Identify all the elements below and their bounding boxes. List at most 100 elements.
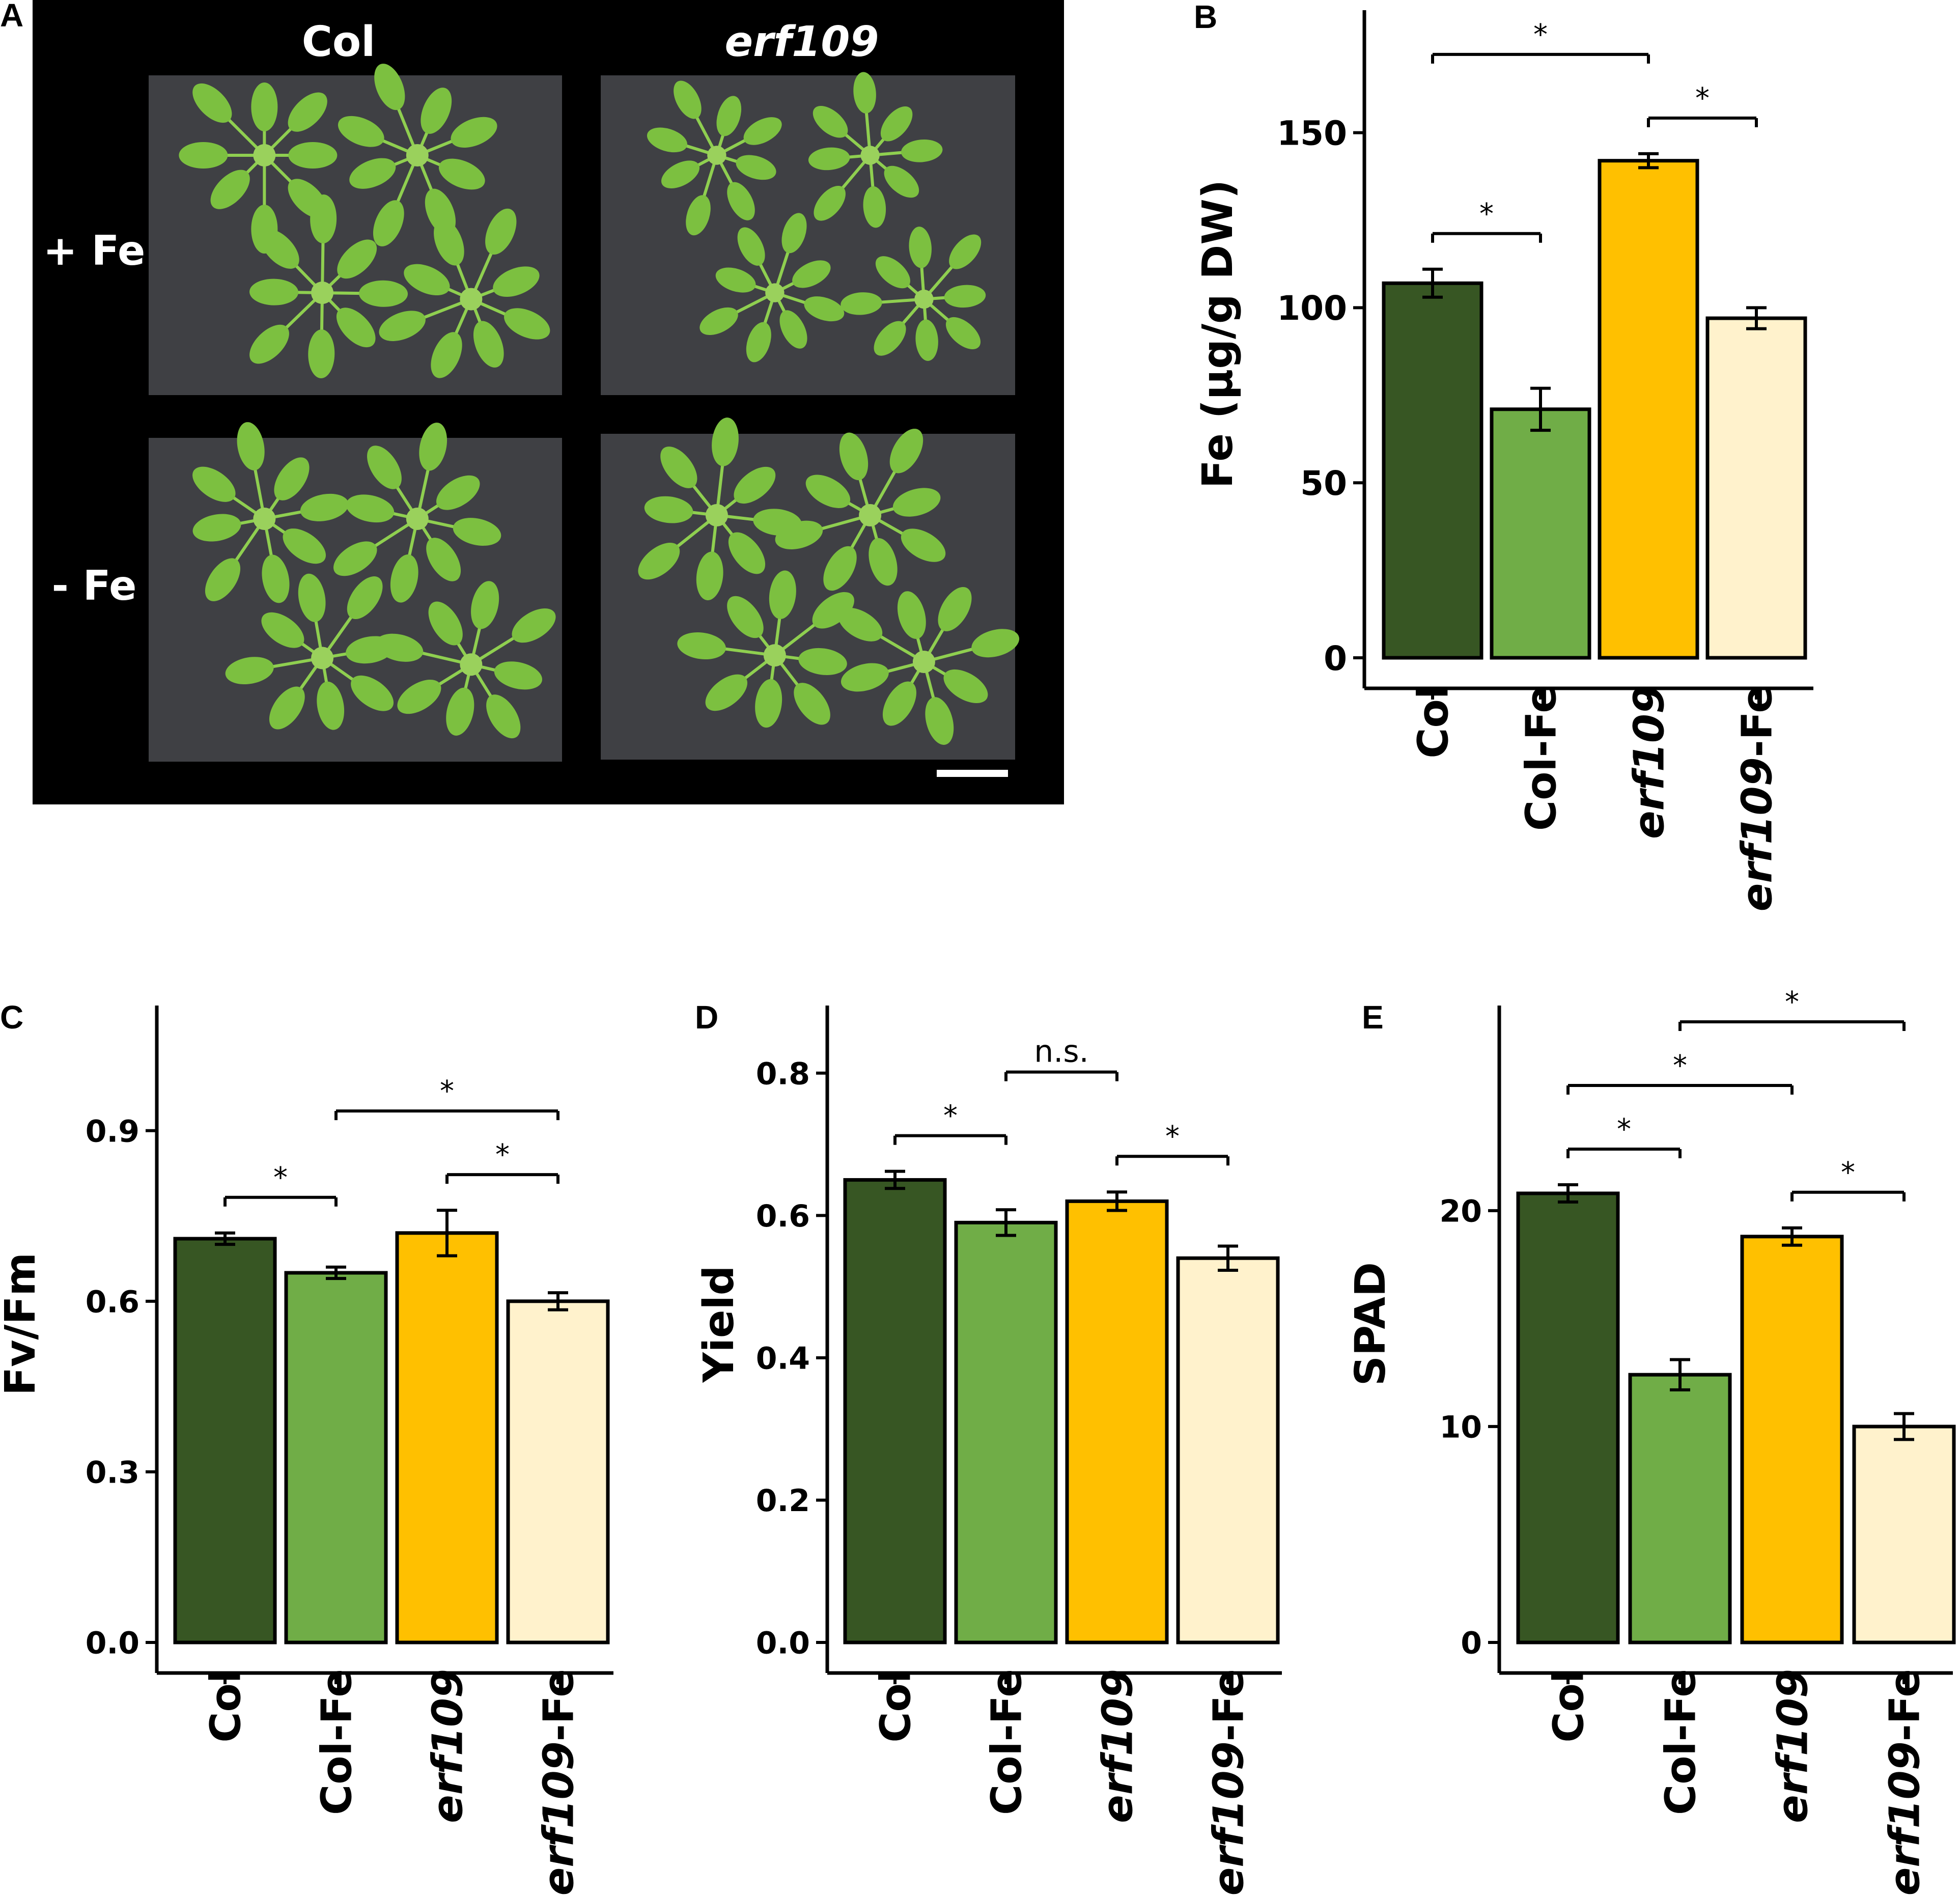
leaf — [779, 310, 807, 349]
significance-bracket: * — [1566, 1049, 1794, 1095]
leaf — [485, 208, 517, 255]
significance-label: * — [1695, 82, 1710, 115]
plant-rosette — [179, 82, 338, 254]
leaf — [434, 219, 464, 266]
leaf — [901, 140, 943, 162]
x-tick-label-italic: erf109 — [1769, 1669, 1817, 1823]
y-axis-label: Fv/Fm — [0, 1252, 45, 1396]
plant-rosette — [192, 422, 349, 603]
x-tick-label: erf109-Fe — [1205, 1669, 1253, 1895]
leaf — [696, 551, 723, 600]
plant-rosette — [379, 208, 550, 378]
bar-col-fe — [1490, 407, 1591, 660]
x-tick-label: erf109-Fe — [1733, 685, 1782, 911]
plant-rosette — [677, 570, 854, 728]
x-tick-label: erf109 — [1769, 1669, 1817, 1823]
plant-rosette — [841, 227, 986, 361]
leaf — [308, 329, 335, 379]
error-bar — [1746, 306, 1767, 330]
leaf — [367, 445, 402, 489]
leaf — [869, 538, 898, 586]
y-tick-label: 0.6 — [756, 1198, 810, 1234]
leaf — [249, 324, 289, 364]
significance-label: * — [1479, 198, 1494, 231]
leaf — [179, 142, 228, 169]
leaf — [249, 278, 299, 305]
bar-erf109-fe — [1852, 1425, 1956, 1644]
leaf — [310, 194, 337, 244]
leaf — [404, 264, 450, 295]
x-tick-label: Col-Fe — [1518, 685, 1566, 831]
rosette-center — [765, 283, 785, 302]
error-bar — [885, 1169, 905, 1190]
leaf — [660, 447, 697, 488]
significance-label: * — [1165, 1120, 1180, 1153]
rosette-center — [705, 504, 728, 526]
leaf — [379, 311, 426, 341]
plant-rosette — [838, 587, 1020, 745]
photo-panel: A Col erf109 + Fe - Fe — [0, 0, 1064, 804]
plant-tray — [601, 75, 1015, 395]
rosette-center — [406, 508, 429, 530]
x-tick-label: erf109-Fe — [1881, 1669, 1929, 1895]
leaf — [897, 591, 926, 639]
y-tick-label: 0.9 — [86, 1113, 139, 1149]
x-tick-label: erf109-Fe — [535, 1669, 583, 1895]
bar-col-fe — [284, 1271, 388, 1644]
leaf — [674, 80, 702, 119]
significance-label: * — [943, 1100, 958, 1133]
x-tick-label-italic: erf109 — [1094, 1669, 1142, 1823]
leaf — [781, 213, 807, 254]
rosette-center — [859, 504, 882, 526]
bar-col — [173, 1237, 277, 1644]
leaf — [373, 200, 404, 246]
error-bar — [1107, 1190, 1127, 1212]
rosette-center — [311, 282, 334, 304]
leaf — [971, 629, 1020, 658]
column-label-col: Col — [302, 18, 376, 66]
leaf — [397, 679, 441, 714]
x-tick-label: Col — [1410, 685, 1458, 759]
error-bar — [1638, 152, 1659, 170]
significance-bracket: * — [334, 1075, 559, 1121]
leaf — [808, 147, 850, 171]
y-tick-label: 0 — [1324, 639, 1347, 678]
significance-bracket: * — [445, 1138, 559, 1184]
leaf — [794, 683, 830, 725]
significance-label: * — [440, 1075, 454, 1108]
leaf — [792, 260, 831, 288]
leaf — [493, 266, 540, 297]
tray-group — [149, 64, 1020, 762]
y-axis-label: Yield — [695, 1266, 743, 1383]
leaf — [728, 532, 766, 574]
error-bar — [548, 1291, 568, 1312]
x-tick-label-italic: erf109 — [1733, 757, 1782, 911]
significance-label: * — [1673, 1049, 1687, 1082]
leaf — [349, 158, 396, 189]
leaf — [715, 267, 756, 293]
y-tick-label: 0.0 — [86, 1626, 139, 1661]
error-bar — [1894, 1412, 1914, 1441]
leaf — [686, 195, 711, 236]
leaf — [192, 466, 236, 502]
y-tick-label: 0.2 — [756, 1483, 810, 1519]
leaf — [853, 72, 876, 114]
x-tick-label: Col-Fe — [983, 1669, 1031, 1815]
leaf — [712, 417, 739, 466]
significance-label: * — [1785, 986, 1799, 1019]
leaf — [839, 432, 869, 481]
leaf — [298, 573, 326, 622]
leaf — [210, 170, 250, 209]
leaf — [661, 160, 700, 188]
rosette-center — [311, 647, 334, 670]
leaf — [338, 116, 384, 147]
leaf — [288, 142, 338, 169]
significance-label: n.s. — [1034, 1034, 1088, 1070]
leaf — [504, 308, 550, 340]
leaf — [925, 697, 954, 745]
leaf — [426, 538, 461, 581]
leaf — [943, 669, 988, 703]
leaf — [192, 514, 241, 542]
plant-rosette — [333, 423, 501, 603]
